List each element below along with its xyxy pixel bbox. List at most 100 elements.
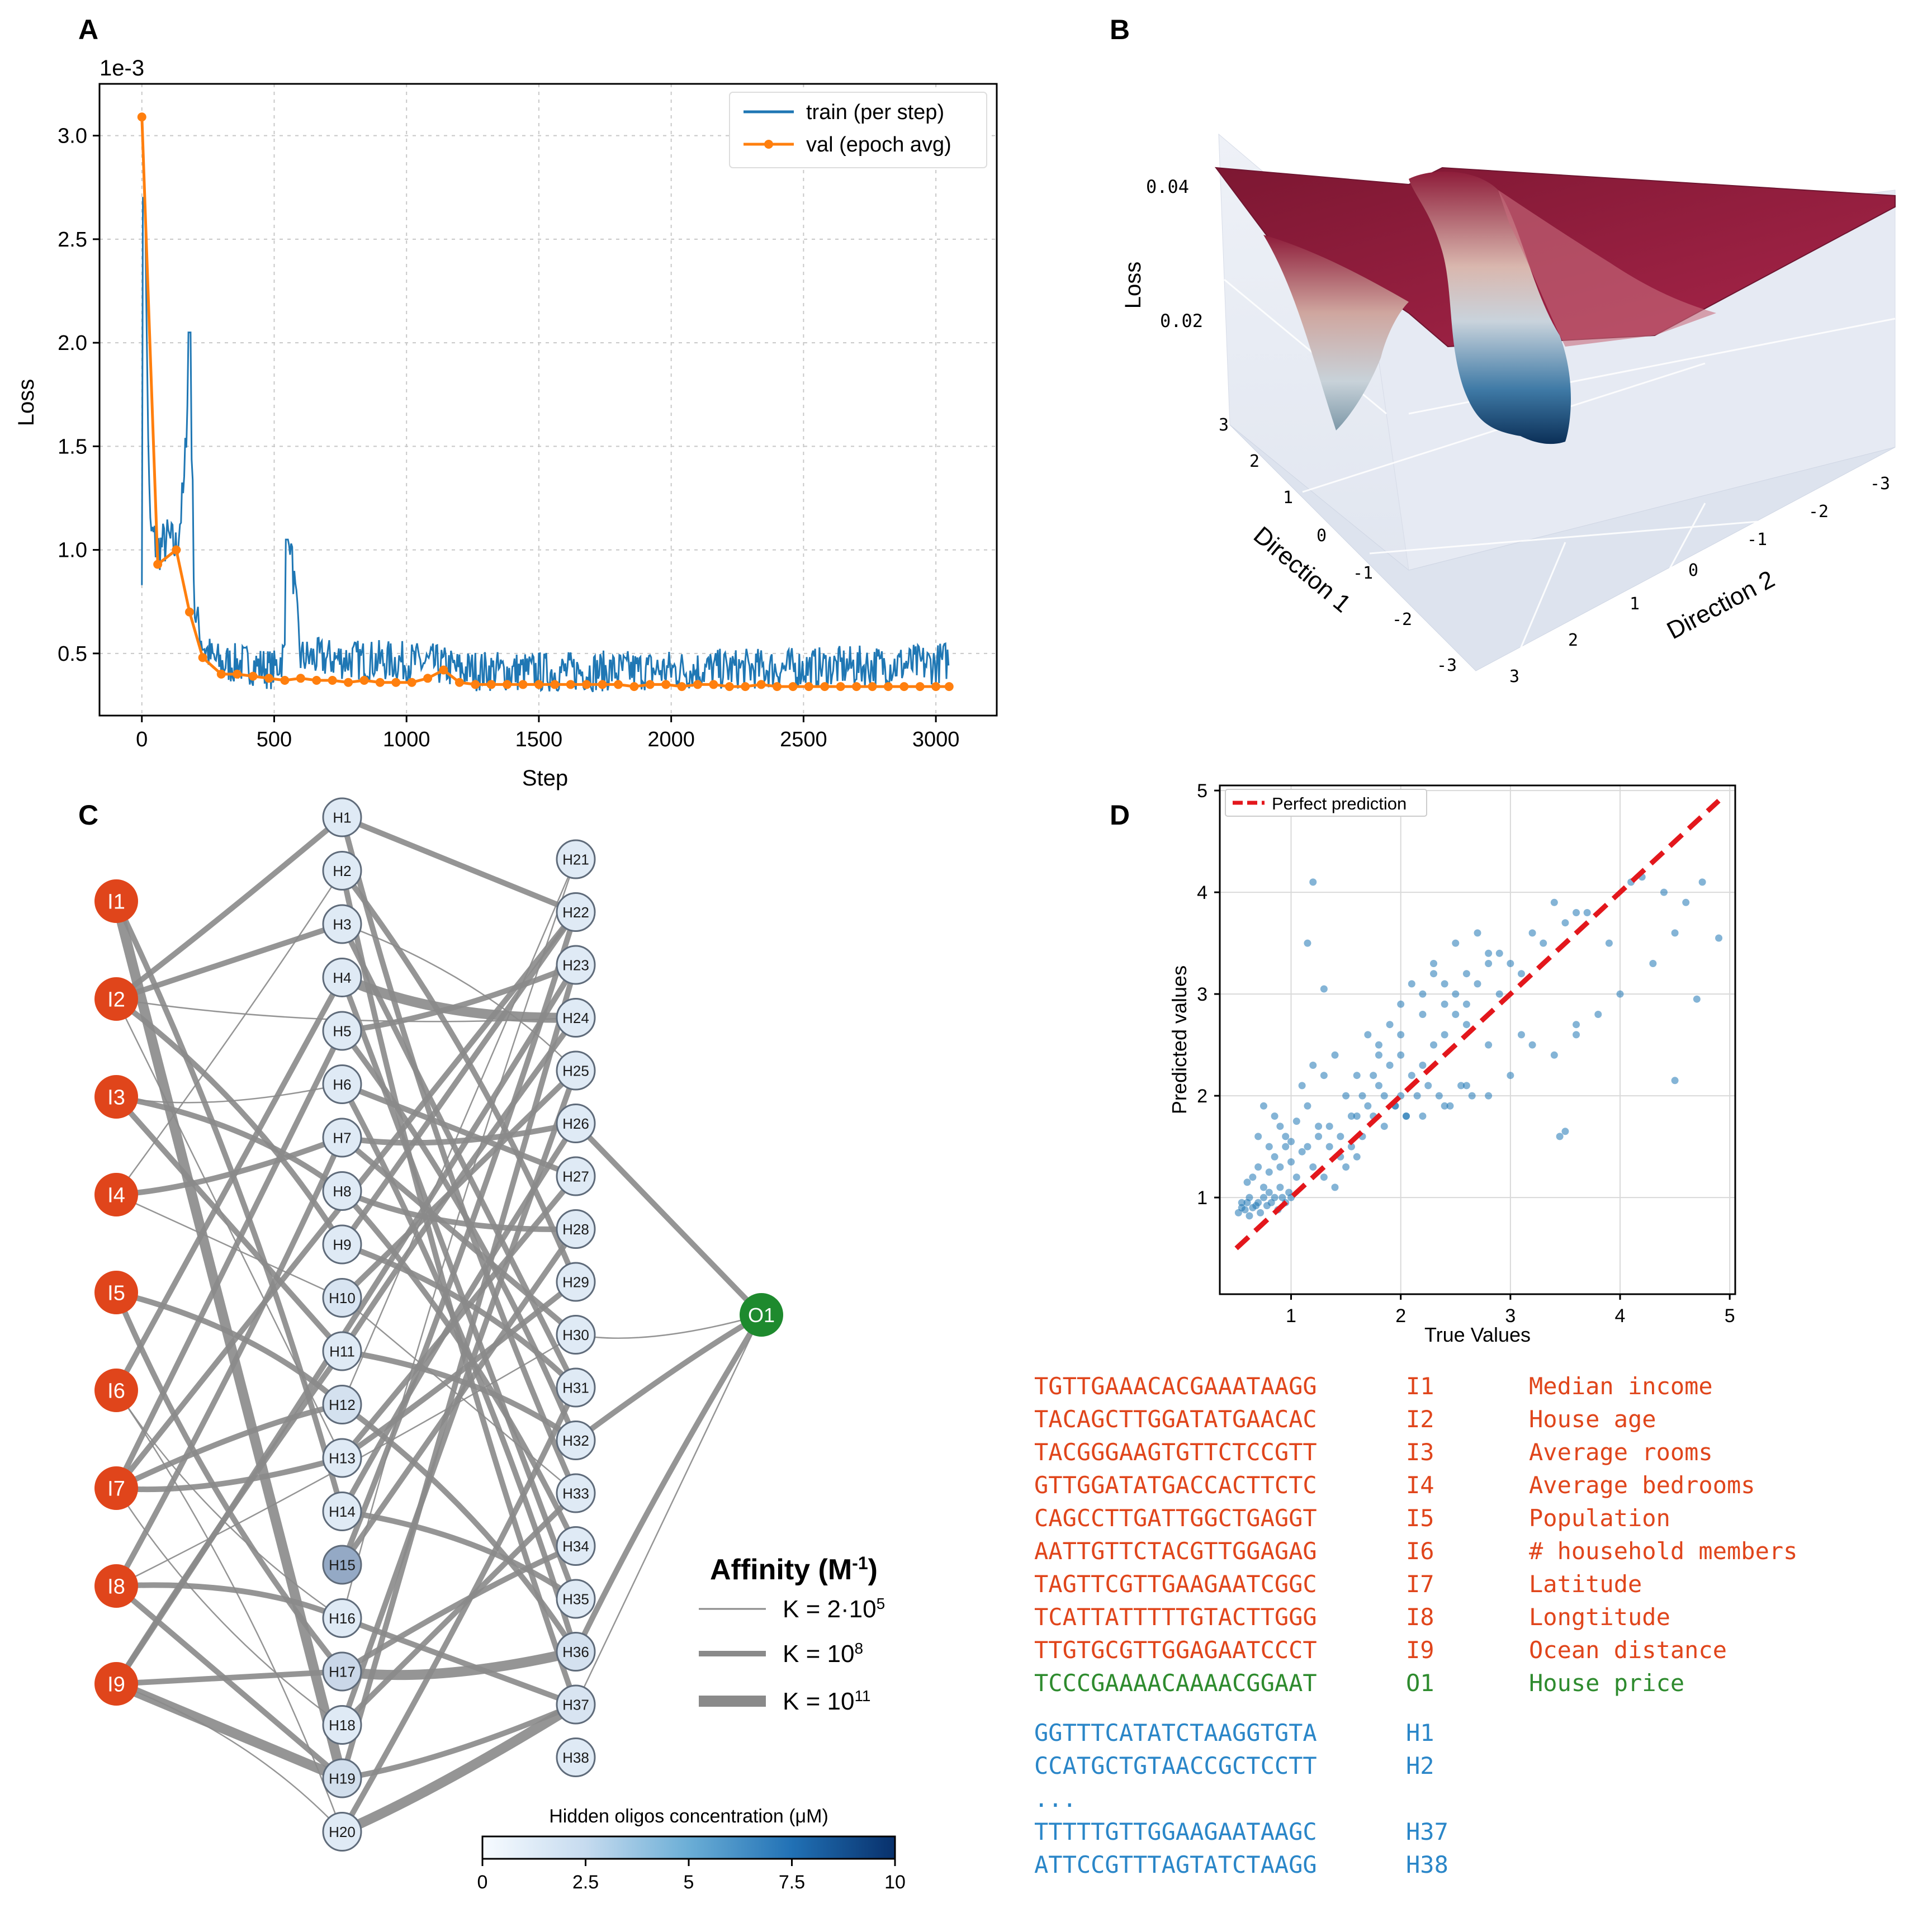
- perfect-prediction-line: [1234, 799, 1721, 1251]
- oligo-sequence: TGTTGAAACACGAAATAAGG: [1034, 1372, 1317, 1400]
- hidden-node-h24: H24: [556, 998, 596, 1038]
- scatter-point: [1441, 1031, 1448, 1039]
- network-edge: [339, 911, 579, 1566]
- scatter-point: [1320, 1173, 1328, 1181]
- legend-k-thin-exp: 5: [877, 1595, 886, 1612]
- val-point: [944, 682, 954, 692]
- network-edge: [342, 923, 576, 1071]
- scatter-point: [1485, 949, 1493, 957]
- val-point: [248, 671, 258, 681]
- concentration-colorbar: Hidden oligos concentration (μM) 0 2.5 5 7.…: [477, 1806, 906, 1893]
- oligo-id: H1: [1406, 1719, 1434, 1746]
- train-series-line: [141, 197, 950, 693]
- node-label: I1: [107, 891, 125, 914]
- network-edge: [339, 1016, 579, 1353]
- sequence-row-i4: GTTGGATATGACCACTTCTC I4 Average bedrooms: [1034, 1469, 1906, 1502]
- scatter-point: [1375, 1041, 1382, 1049]
- oligo-id: I7: [1406, 1570, 1434, 1598]
- oligo-id: I5: [1406, 1504, 1434, 1532]
- node-label: H23: [562, 957, 589, 973]
- scatter-point: [1561, 1128, 1569, 1135]
- sequence-row-i8: TCATTATTTTTGTACTTGGG I8 Longtitude: [1034, 1601, 1906, 1634]
- val-point: [216, 669, 226, 679]
- scatter-point: [1304, 1143, 1311, 1151]
- node-label: H33: [562, 1485, 589, 1502]
- legend-k-thick-exp: 11: [854, 1687, 870, 1705]
- val-point: [598, 680, 607, 689]
- node-label: H31: [562, 1379, 589, 1396]
- oligo-feature: [1529, 1749, 1903, 1782]
- scatter-y-tick-label: 2: [1197, 1086, 1208, 1107]
- scatter-point: [1671, 929, 1679, 937]
- oligo-sequence: GTTGGATATGACCACTTCTC: [1034, 1471, 1317, 1499]
- direction-1-tick: -3: [1437, 656, 1457, 675]
- scatter-point: [1331, 1183, 1339, 1191]
- scatter-point: [1430, 1041, 1438, 1049]
- scatter-point: [1259, 1183, 1267, 1191]
- val-point: [296, 674, 305, 683]
- y-tick-label: 2.5: [58, 228, 87, 252]
- scatter-point: [1380, 1092, 1388, 1100]
- hidden-node-h13: H13: [322, 1438, 362, 1478]
- scatter-point: [1419, 1062, 1427, 1069]
- scatter-point: [1671, 1077, 1679, 1085]
- node-label: H35: [562, 1590, 589, 1607]
- scatter-point: [1271, 1112, 1278, 1120]
- scatter-point: [1287, 1138, 1295, 1145]
- scatter-point: [1386, 1021, 1394, 1029]
- val-point: [471, 680, 480, 689]
- scatter-point: [1485, 960, 1493, 967]
- hidden-node-h15: H15: [322, 1545, 362, 1585]
- scatter-point: [1419, 1112, 1427, 1120]
- network-edge: [114, 815, 344, 1001]
- legend-k-medium-base: K = 10: [783, 1640, 854, 1668]
- sequence-row-o1: TCCCGAAAACAAAACGGAAT O1 House price: [1034, 1666, 1906, 1699]
- hidden-node-h16: H16: [322, 1598, 362, 1638]
- node-label: H4: [333, 969, 351, 986]
- val-point: [724, 682, 734, 692]
- scatter-point: [1342, 1092, 1350, 1100]
- oligo-sequence: TCATTATTTTTGTACTTGGG: [1034, 1603, 1317, 1631]
- scatter-point: [1276, 1163, 1284, 1171]
- oligo-feature: [1529, 1716, 1903, 1749]
- val-point: [709, 680, 718, 689]
- hidden-node-h30: H30: [556, 1315, 596, 1355]
- scatter-point: [1241, 1206, 1249, 1214]
- y-axis-label: Loss: [14, 379, 39, 427]
- hidden-node-h34: H34: [556, 1526, 596, 1566]
- network-edge: [113, 1291, 344, 1674]
- scatter-point: [1462, 970, 1470, 978]
- scatter-point: [1424, 1082, 1432, 1090]
- val-point: [486, 680, 496, 689]
- legend-k-medium-exp: 8: [854, 1640, 863, 1657]
- network-edge: [116, 1194, 343, 1299]
- scatter-point: [1468, 1092, 1476, 1100]
- panel-label-b: B: [1110, 14, 1130, 45]
- hidden-node-h6: H6: [322, 1064, 362, 1104]
- val-point: [137, 112, 146, 122]
- network-edge: [341, 815, 577, 915]
- scatter-point: [1315, 1123, 1323, 1130]
- val-point: [693, 680, 702, 689]
- network-edge: [340, 1700, 579, 1836]
- scatter-point: [1649, 960, 1657, 967]
- scatter-point: [1413, 1092, 1421, 1100]
- val-point: [883, 682, 893, 692]
- scatter-point: [1517, 970, 1525, 978]
- node-label: H9: [333, 1236, 351, 1253]
- z-tick-0-04: 0.04: [1146, 176, 1189, 197]
- node-label: H19: [329, 1770, 356, 1787]
- surface-left-valley: [1263, 235, 1409, 430]
- val-point: [582, 680, 591, 689]
- scatter-x-tick-label: 5: [1725, 1305, 1735, 1327]
- scatter-point: [1419, 1011, 1427, 1018]
- val-point: [629, 682, 639, 692]
- val-point: [661, 680, 671, 689]
- val-point: [534, 680, 543, 689]
- node-label: I5: [107, 1282, 125, 1305]
- y-tick-label: 2.0: [58, 332, 87, 355]
- scatter-legend: Perfect prediction: [1225, 789, 1427, 817]
- val-point: [503, 680, 512, 689]
- scatter-point: [1292, 1118, 1300, 1125]
- val-point: [172, 545, 181, 555]
